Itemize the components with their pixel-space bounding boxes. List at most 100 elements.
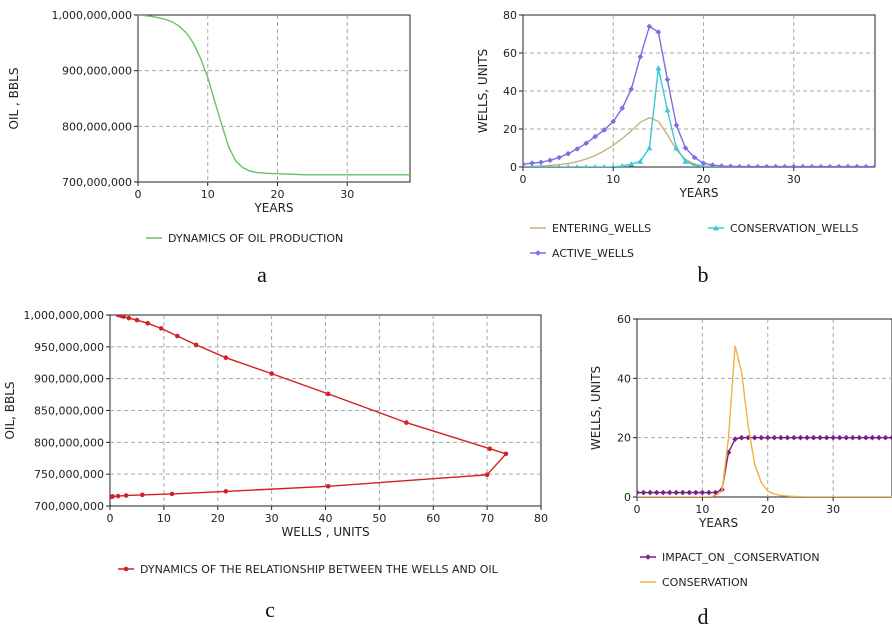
data-point <box>169 491 175 497</box>
data-point <box>637 158 644 164</box>
data-point <box>628 161 635 167</box>
x-tick-label: 80 <box>534 512 548 525</box>
data-point <box>484 472 490 478</box>
x-tick-label: 10 <box>157 512 171 525</box>
data-point <box>882 434 889 441</box>
data-point <box>583 140 589 147</box>
x-axis-label: YEARS <box>698 516 738 530</box>
data-point <box>193 342 199 348</box>
x-tick-label: 20 <box>270 188 284 201</box>
data-point <box>175 333 180 339</box>
data-point <box>660 489 666 496</box>
data-point <box>637 54 644 60</box>
y-tick-label: 20 <box>503 123 517 136</box>
legend-label: DYNAMICS OF THE RELATIONSHIP BETWEEN THE… <box>140 563 499 576</box>
data-point <box>575 164 579 167</box>
data-point <box>223 489 229 494</box>
data-point <box>712 489 719 496</box>
x-tick-label: 0 <box>520 173 527 186</box>
data-point <box>121 315 126 319</box>
data-point <box>325 391 331 397</box>
data-point <box>503 451 509 457</box>
y-axis-label: WELLS, UNITS <box>476 49 490 133</box>
data-point <box>781 163 788 167</box>
x-tick-label: 70 <box>480 512 494 525</box>
data-point <box>601 127 608 133</box>
data-point <box>140 492 145 498</box>
data-point <box>655 65 662 71</box>
data-point <box>836 163 842 167</box>
data-point <box>823 434 830 441</box>
panel-caption: a <box>257 262 267 287</box>
y-tick-label: 950,000,000 <box>34 341 104 354</box>
x-tick-label: 40 <box>319 512 333 525</box>
data-point <box>699 489 706 496</box>
x-tick-label: 30 <box>265 512 279 525</box>
chart-panel-b: 0 10 20 30 0 20 40 60 80 YEARS WELLS, UNITS ENTERIN… <box>476 9 876 287</box>
legend-label: DYNAMICS OF OIL PRODUCTION <box>168 232 343 245</box>
legend-marker <box>123 566 129 572</box>
legend-marker <box>645 554 651 560</box>
data-point <box>584 164 588 167</box>
data-point <box>566 164 570 167</box>
y-tick-label: 0 <box>624 491 631 504</box>
legend-label: CONSERVATION_WELLS <box>730 222 858 235</box>
y-tick-label: 80 <box>503 9 517 22</box>
data-point <box>110 494 113 500</box>
y-tick-label: 700,000,000 <box>34 500 104 513</box>
y-tick-label: 850,000,000 <box>34 405 104 418</box>
y-tick-label: 1,000,000,000 <box>52 9 132 22</box>
data-point <box>325 483 331 489</box>
data-point <box>763 163 770 167</box>
data-point <box>523 161 526 167</box>
data-point <box>771 434 778 441</box>
x-tick-label: 30 <box>340 188 354 201</box>
data-point <box>673 145 680 151</box>
data-point <box>574 146 580 152</box>
data-point <box>640 489 647 496</box>
data-point <box>845 163 851 167</box>
data-point <box>548 164 552 167</box>
data-point <box>269 371 274 376</box>
data-point <box>693 489 699 496</box>
data-point <box>799 163 806 167</box>
x-tick-label: 30 <box>826 503 840 516</box>
data-point <box>655 29 662 35</box>
series-group <box>138 15 410 176</box>
data-point <box>856 434 863 441</box>
legend-marker <box>713 225 719 231</box>
series-line-0 <box>637 437 892 494</box>
data-point <box>619 105 626 111</box>
data-point <box>404 420 409 425</box>
data-point <box>863 163 869 167</box>
x-tick-label: 10 <box>695 503 709 516</box>
data-point <box>666 489 673 496</box>
data-point <box>628 86 635 92</box>
legend-label: ENTERING_WELLS <box>552 222 651 235</box>
data-point <box>804 434 810 441</box>
y-tick-label: 20 <box>617 432 631 445</box>
data-point <box>709 162 716 167</box>
data-point <box>682 158 689 164</box>
data-point <box>679 489 686 496</box>
x-tick-label: 60 <box>426 512 440 525</box>
panel-caption: d <box>698 604 709 629</box>
data-point <box>547 157 553 164</box>
data-point <box>863 434 869 441</box>
data-point <box>593 164 597 167</box>
legend-marker <box>535 250 541 256</box>
x-tick-label: 30 <box>787 173 801 186</box>
data-point <box>611 164 615 167</box>
data-point <box>818 163 824 167</box>
x-tick-label: 20 <box>697 173 711 186</box>
data-point <box>700 160 707 166</box>
data-point <box>664 107 671 113</box>
data-point <box>556 154 562 161</box>
data-point <box>778 434 784 441</box>
data-point <box>751 434 758 441</box>
data-point <box>565 150 571 157</box>
data-point <box>869 434 876 441</box>
data-point <box>790 163 797 167</box>
data-point <box>647 489 653 496</box>
